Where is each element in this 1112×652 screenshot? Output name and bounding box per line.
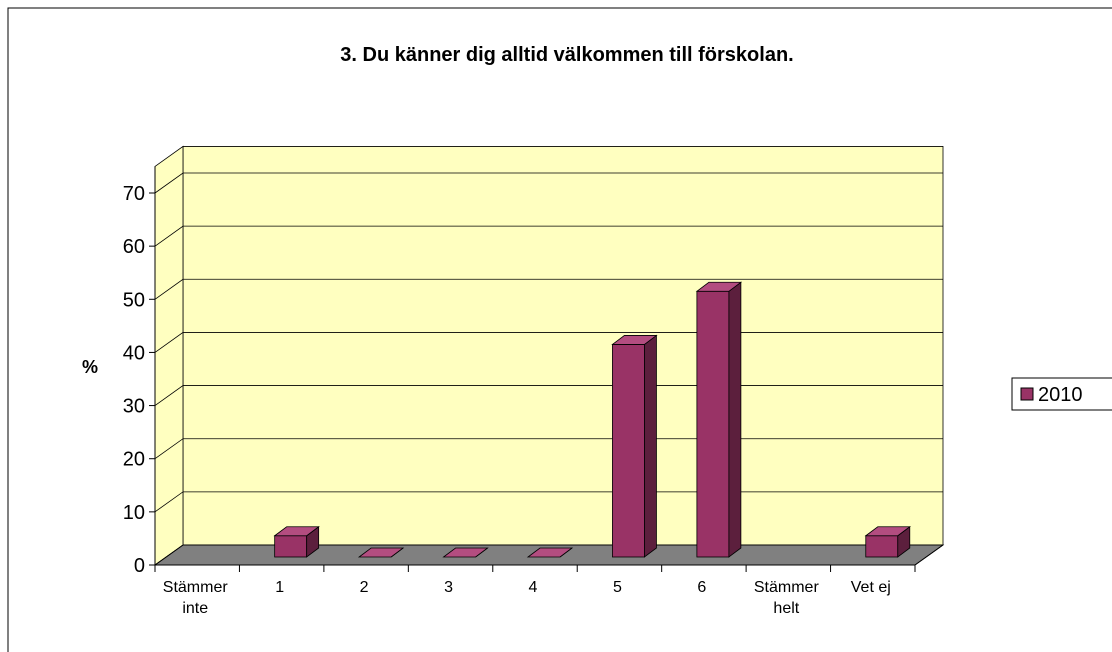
bar <box>442 547 489 558</box>
x-tick-label: 2 <box>359 579 369 596</box>
x-tick-label: 4 <box>528 579 538 596</box>
grid-line <box>154 438 943 460</box>
y-tick-label: 70 <box>123 183 145 205</box>
y-tick-label: 0 <box>134 555 145 577</box>
grid-line <box>154 225 943 247</box>
bar <box>611 334 658 558</box>
y-tick-label: 10 <box>123 502 145 524</box>
frame <box>7 7 1112 652</box>
bar-top <box>611 335 658 345</box>
chart-title: 3. Du känner dig alltid välkommen till f… <box>340 44 794 66</box>
y-tick-label: 30 <box>123 396 145 418</box>
y-tick-label: 40 <box>123 342 145 364</box>
bar-top <box>526 547 574 558</box>
bar-front <box>696 290 730 558</box>
bar <box>357 547 405 558</box>
bar-top <box>273 526 320 537</box>
bar <box>273 525 320 558</box>
bar-side <box>644 334 657 558</box>
grid-line <box>154 278 943 300</box>
y-tick-label: 50 <box>123 289 145 311</box>
x-axis-depth <box>914 544 944 566</box>
legend-label: 2010 <box>1038 384 1083 406</box>
y-axis-label: % <box>82 357 98 377</box>
bar-front <box>274 535 308 558</box>
grid-line <box>154 385 943 406</box>
y-tick-label: 20 <box>123 449 145 471</box>
bar <box>695 281 743 558</box>
x-tick-label: 3 <box>444 579 453 596</box>
x-tick-label: Stämmer helt <box>753 579 819 617</box>
grid-line <box>154 491 943 513</box>
back-wall <box>182 146 944 546</box>
bar-front <box>865 535 899 558</box>
x-tick-label: 1 <box>275 579 285 596</box>
x-tick-label: Stämmer inte <box>162 579 228 617</box>
y-tick-label: 60 <box>123 236 145 258</box>
x-tick-label: 6 <box>697 579 707 596</box>
bar-top <box>442 547 489 558</box>
bar-top <box>695 281 743 292</box>
bar-front <box>612 344 645 558</box>
bar <box>864 525 911 558</box>
x-tick-label: Vet ej <box>850 579 891 596</box>
bar-top <box>864 526 911 537</box>
bar-top <box>357 547 405 558</box>
bar <box>526 547 574 558</box>
x-tick-label: 5 <box>612 579 622 596</box>
grid-line <box>154 172 943 194</box>
grid-line <box>154 332 943 353</box>
grid-line <box>154 544 943 566</box>
bar-side <box>728 281 742 558</box>
legend-swatch <box>1020 387 1034 401</box>
